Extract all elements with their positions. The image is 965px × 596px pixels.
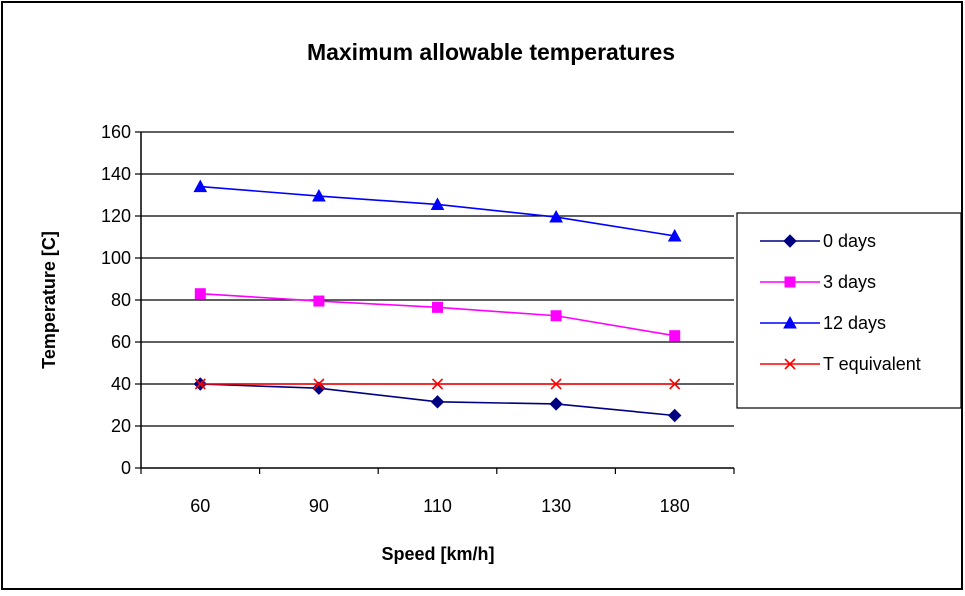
data-point-t-equivalent <box>313 378 325 390</box>
y-tick-label: 140 <box>101 164 131 184</box>
x-tick-label: 60 <box>190 496 210 516</box>
data-point-t-equivalent <box>669 378 681 390</box>
data-point-12-days <box>193 179 208 193</box>
data-point-t-equivalent <box>550 378 562 390</box>
data-point-3-days <box>313 295 325 307</box>
data-point-12-days <box>667 228 682 242</box>
legend-label: 12 days <box>823 313 886 333</box>
x-tick-label: 110 <box>423 496 452 516</box>
legend-item: 12 days <box>760 313 886 333</box>
legend-label: T equivalent <box>823 354 921 374</box>
data-point-12-days <box>312 189 326 202</box>
chart-title: Maximum allowable temperatures <box>307 39 675 65</box>
y-tick-label: 160 <box>101 122 131 142</box>
legend-marker <box>784 358 796 370</box>
y-tick-label: 120 <box>101 206 131 226</box>
data-point-0-days <box>312 381 326 395</box>
x-axis-label: Speed [km/h] <box>381 544 494 564</box>
data-point-12-days <box>549 210 563 223</box>
x-tick-label: 90 <box>309 496 329 516</box>
data-point-3-days <box>432 301 443 313</box>
legend-item: 3 days <box>760 272 876 292</box>
legend-item: 0 days <box>760 231 876 251</box>
series-12-days <box>193 179 682 242</box>
data-point-t-equivalent <box>431 378 444 390</box>
series-t-equivalent <box>194 378 681 390</box>
legend-label: 0 days <box>823 231 876 251</box>
y-tick-label: 100 <box>101 248 131 268</box>
y-tick-label: 80 <box>111 290 131 310</box>
y-tick-label: 0 <box>121 458 131 478</box>
series-3-days <box>194 288 681 342</box>
legend-marker <box>784 276 796 288</box>
data-point-0-days <box>667 408 682 423</box>
data-point-0-days <box>549 397 563 411</box>
data-point-3-days <box>550 310 562 322</box>
legend-item: T equivalent <box>760 354 921 374</box>
data-point-3-days <box>194 288 206 300</box>
legend-label: 3 days <box>823 272 876 292</box>
x-tick-label: 130 <box>541 496 571 516</box>
legend: 0 days 3 days 12 days T equivalent <box>736 212 962 409</box>
y-tick-label: 60 <box>111 332 131 352</box>
data-point-0-days <box>430 395 445 409</box>
x-tick-label: 180 <box>660 496 690 516</box>
y-tick-label: 20 <box>111 416 131 436</box>
data-point-3-days <box>669 330 681 342</box>
data-point-12-days <box>430 197 445 210</box>
legend-marker <box>783 234 797 248</box>
data-point-t-equivalent <box>194 378 206 390</box>
axes: 0 20 40 60 80 100 120 140 160 60 90 110 130 180 <box>101 122 735 516</box>
series <box>193 179 682 423</box>
y-axis-label: Temperature [C] <box>39 231 59 369</box>
legend-box <box>736 212 962 409</box>
y-tick-label: 40 <box>111 374 131 394</box>
legend-marker <box>783 315 797 329</box>
